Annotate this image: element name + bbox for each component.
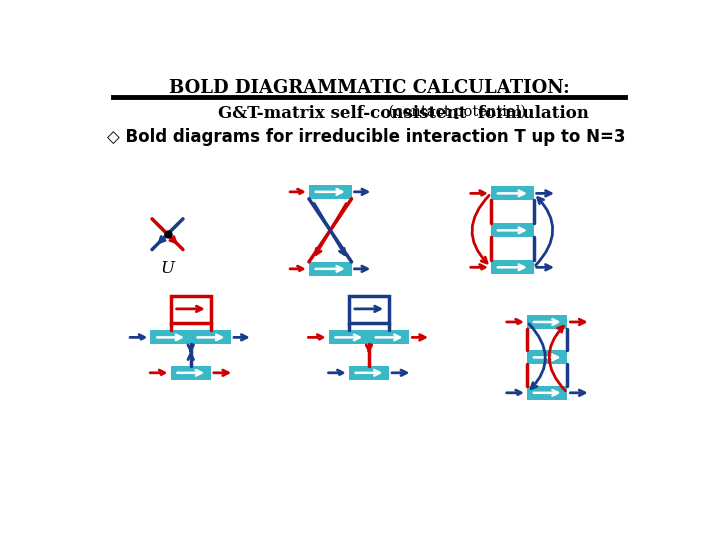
Bar: [369, 330, 409, 345]
Bar: [349, 296, 389, 323]
Text: ◇ Bold diagrams for irreducible interaction T up to N=3: ◇ Bold diagrams for irreducible interact…: [107, 128, 626, 146]
Bar: [191, 330, 231, 345]
Bar: [491, 186, 534, 200]
Bar: [527, 386, 567, 400]
Bar: [150, 330, 191, 345]
Bar: [527, 315, 567, 329]
Bar: [309, 262, 351, 276]
Bar: [491, 224, 534, 237]
Bar: [171, 366, 211, 380]
Bar: [329, 330, 369, 345]
Text: BOLD DIAGRAMMATIC CALCULATION:: BOLD DIAGRAMMATIC CALCULATION:: [168, 79, 570, 97]
Bar: [349, 366, 389, 380]
Text: (contact potential): (contact potential): [384, 105, 526, 119]
Text: G&T-matrix self-consistent  formulation: G&T-matrix self-consistent formulation: [218, 105, 589, 122]
Bar: [309, 185, 351, 199]
Bar: [527, 350, 567, 365]
Bar: [491, 260, 534, 274]
Bar: [171, 296, 211, 323]
Text: U: U: [161, 260, 174, 278]
